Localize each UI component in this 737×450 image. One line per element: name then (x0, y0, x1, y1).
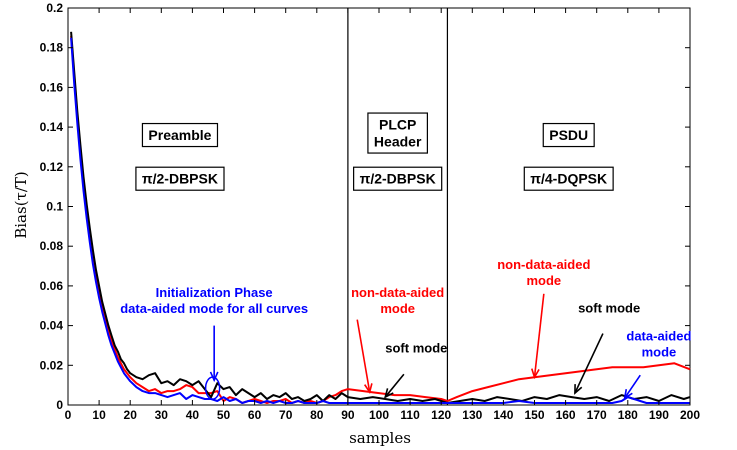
section-box-frame (367, 112, 428, 154)
x-tick-label: 100 (369, 408, 389, 422)
series-line-1 (70, 31, 691, 404)
annotation-4: soft mode (574, 301, 640, 395)
x-tick-label: 70 (279, 408, 293, 422)
x-tick-label: 40 (186, 408, 200, 422)
x-tick-label: 200 (680, 408, 700, 422)
y-tick-label: 0.12 (40, 160, 64, 174)
section-box-frame (141, 122, 219, 148)
x-tick-label: 190 (649, 408, 669, 422)
y-tick-label: 0.04 (40, 319, 64, 333)
x-tick-label: 110 (400, 408, 420, 422)
annotation-arrow-head (531, 368, 540, 380)
section-box-label: π/4-DQPSK (530, 171, 607, 187)
annotation-arrow-shaft (384, 373, 405, 398)
y-tick-label: 0.1 (46, 200, 63, 214)
y-tick-label: 0.16 (40, 80, 64, 94)
x-tick-label: 180 (618, 408, 638, 422)
annotation-arrow-head (363, 383, 373, 395)
section-box-label: Preamble (148, 127, 211, 143)
x-axis-label: samples (349, 429, 411, 447)
series-lines (70, 31, 691, 404)
series-line-2 (70, 37, 690, 404)
section-box-label: π/2-DBPSK (142, 171, 218, 187)
annotation-arrow-head (383, 388, 394, 399)
annotation-arrow-head (574, 384, 583, 395)
annotation-arrow-head (623, 389, 633, 400)
section-box-label: Header (374, 134, 422, 150)
annotation-text: mode (380, 301, 415, 316)
section-box-0: Preamble (141, 122, 219, 148)
section-box-5: π/4-DQPSK (523, 166, 614, 191)
section-box-frame (353, 166, 443, 191)
annotation-2: soft mode (383, 340, 447, 399)
y-tick-label: 0 (56, 398, 63, 412)
annotation-arrow-shaft (574, 333, 604, 394)
annotation-arrow-shaft (533, 293, 545, 378)
annotation-ellipse (204, 376, 221, 400)
annotation-text: non-data-aided (497, 257, 590, 272)
x-tick-label: 10 (92, 408, 106, 422)
x-tick-label: 170 (587, 408, 607, 422)
section-box-frame (135, 166, 225, 191)
annotation-text: mode (526, 273, 561, 288)
x-tick-label: 50 (217, 408, 231, 422)
y-tick-label: 0.2 (46, 1, 63, 15)
y-tick-label: 0.08 (40, 239, 64, 253)
annotation-text: non-data-aided (351, 285, 444, 300)
x-tick-label: 60 (248, 408, 262, 422)
x-tick-label: 140 (493, 408, 513, 422)
section-box-label: PSDU (549, 127, 588, 143)
section-box-label: π/2-DBPSK (360, 171, 436, 187)
section-box-1: π/2-DBPSK (135, 166, 225, 191)
section-dividers (347, 8, 449, 405)
annotation-arrow-shaft (624, 374, 641, 399)
annotation-text: data-aided mode for all curves (120, 301, 308, 316)
section-box-4: PSDU (542, 122, 595, 148)
y-tick-label: 0.14 (40, 120, 64, 134)
y-tick-label: 0.18 (40, 41, 64, 55)
y-ticks: 0 0.02 0.04 0.06 0.08 0.1 0.12 0.14 0.16 0.18 0.2 (40, 1, 690, 412)
x-tick-label: 20 (124, 408, 138, 422)
section-box-3: π/2-DBPSK (353, 166, 443, 191)
section-box-frame (523, 166, 614, 191)
x-tick-label: 30 (155, 408, 169, 422)
y-axis-label: Bias(τ/T) (12, 171, 30, 239)
annotation-text: Initialization Phase (156, 285, 273, 300)
x-tick-label: 130 (462, 408, 482, 422)
annotation-text: soft mode (578, 301, 640, 316)
annotation-text: data-aided (626, 328, 691, 343)
x-tick-label: 80 (310, 408, 324, 422)
x-tick-label: 120 (431, 408, 451, 422)
section-box-frame (542, 122, 595, 148)
annotation-arrow-shaft (356, 319, 371, 393)
x-tick-label: 90 (341, 408, 355, 422)
x-tick-label: 0 (65, 408, 72, 422)
series-line-0 (70, 35, 691, 404)
x-tick-label: 150 (524, 408, 544, 422)
y-tick-label: 0.06 (40, 279, 64, 293)
section-box-label: PLCP (379, 117, 416, 133)
annotation-arrow-head (209, 371, 219, 383)
x-tick-label: 160 (556, 408, 576, 422)
y-tick-label: 0.02 (40, 358, 64, 372)
x-ticks: 0 10 20 30 40 50 60 70 80 90 100 110 120 130 140 150 160… (65, 8, 700, 422)
annotation-text: mode (642, 344, 677, 359)
annotation-text: soft mode (385, 340, 447, 355)
